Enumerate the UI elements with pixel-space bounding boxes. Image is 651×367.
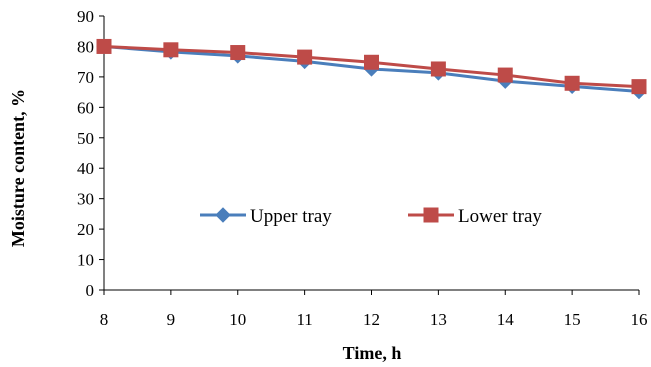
data-point [230,45,246,61]
x-tick-label: 15 [564,310,581,329]
y-tick-label: 0 [86,281,95,300]
legend-marker [215,207,231,223]
legend-marker [423,207,439,223]
y-tick-label: 90 [77,7,94,26]
x-tick-label: 14 [497,310,515,329]
legend-item: Upper tray [200,206,332,227]
x-ticks: 8 9 10 11 12 13 14 15 16 [100,290,648,329]
data-point [297,49,313,65]
legend-label: Upper tray [250,206,332,227]
y-tick-label: 20 [77,220,94,239]
x-tick-label: 11 [296,310,312,329]
data-point [564,75,580,91]
x-tick-label: 9 [167,310,176,329]
y-tick-label: 30 [77,190,94,209]
x-tick-label: 12 [363,310,380,329]
data-point [497,67,513,83]
legend: Upper tray Lower tray [200,206,542,227]
data-point [631,79,647,95]
y-tick-label: 80 [77,37,94,56]
y-tick-label: 10 [77,251,94,270]
y-tick-label: 50 [77,129,94,148]
y-tick-label: 40 [77,159,94,178]
series-layer [96,38,647,100]
data-point [430,61,446,77]
y-tick-label: 70 [77,68,94,87]
y-tick-label: 60 [77,98,94,117]
x-axis-title: Time, h [343,343,402,363]
x-tick-label: 13 [430,310,447,329]
legend-item: Lower tray [408,206,542,227]
x-tick-label: 16 [631,310,648,329]
y-axis-title: Moisture content, % [8,89,28,247]
data-point [364,54,379,70]
data-point [163,42,179,58]
x-tick-label: 8 [100,310,109,329]
x-tick-label: 10 [229,310,246,329]
series-square [96,38,647,95]
data-point [96,38,112,54]
legend-label: Lower tray [458,206,542,227]
